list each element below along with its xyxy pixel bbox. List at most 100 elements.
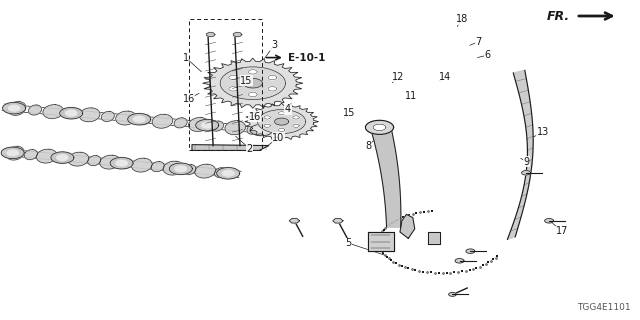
Polygon shape — [508, 70, 533, 239]
Polygon shape — [371, 127, 401, 227]
Polygon shape — [268, 87, 276, 91]
Polygon shape — [220, 67, 285, 100]
Polygon shape — [60, 108, 83, 119]
Polygon shape — [65, 110, 77, 116]
Polygon shape — [57, 155, 68, 160]
Polygon shape — [163, 161, 184, 175]
Text: TGG4E1101: TGG4E1101 — [577, 303, 630, 312]
Bar — [189, 19, 262, 150]
Polygon shape — [152, 114, 173, 128]
Polygon shape — [101, 111, 115, 122]
Text: 17: 17 — [556, 226, 568, 236]
Polygon shape — [428, 232, 440, 244]
Text: 2: 2 — [246, 144, 253, 154]
Polygon shape — [250, 124, 273, 136]
Polygon shape — [7, 150, 19, 156]
Text: 15: 15 — [342, 108, 355, 118]
Polygon shape — [248, 70, 257, 74]
Text: 11: 11 — [405, 91, 418, 101]
Polygon shape — [51, 152, 74, 163]
Text: 8: 8 — [365, 140, 371, 151]
Polygon shape — [275, 118, 289, 125]
Polygon shape — [116, 111, 136, 125]
Text: 7: 7 — [476, 36, 482, 47]
Polygon shape — [6, 146, 24, 160]
Polygon shape — [43, 105, 63, 119]
Polygon shape — [29, 105, 42, 115]
Polygon shape — [134, 116, 145, 122]
Text: 16: 16 — [182, 93, 195, 104]
Polygon shape — [229, 76, 237, 80]
Text: 18: 18 — [456, 14, 468, 24]
Polygon shape — [225, 121, 246, 135]
Polygon shape — [138, 115, 151, 125]
Polygon shape — [65, 108, 78, 118]
Polygon shape — [24, 149, 38, 160]
Polygon shape — [455, 259, 464, 263]
Polygon shape — [365, 120, 394, 134]
Polygon shape — [214, 168, 228, 178]
Polygon shape — [116, 160, 127, 166]
Polygon shape — [545, 219, 554, 223]
Polygon shape — [373, 124, 386, 131]
Polygon shape — [79, 108, 100, 122]
Polygon shape — [217, 168, 240, 179]
Polygon shape — [211, 121, 223, 131]
Polygon shape — [258, 110, 306, 133]
Polygon shape — [264, 116, 270, 119]
Polygon shape — [132, 158, 152, 172]
Polygon shape — [289, 219, 300, 223]
Polygon shape — [243, 78, 262, 88]
Polygon shape — [36, 149, 57, 163]
Polygon shape — [183, 164, 196, 175]
Polygon shape — [202, 122, 213, 128]
Polygon shape — [1, 147, 24, 159]
Polygon shape — [400, 214, 415, 238]
Polygon shape — [120, 159, 132, 169]
Text: 16: 16 — [248, 112, 261, 122]
Text: 4: 4 — [285, 104, 291, 115]
Text: 14: 14 — [438, 72, 451, 83]
Polygon shape — [110, 157, 133, 169]
Polygon shape — [234, 32, 242, 37]
Text: 10: 10 — [272, 132, 285, 143]
Polygon shape — [449, 292, 456, 296]
Polygon shape — [175, 166, 187, 172]
Polygon shape — [174, 118, 187, 128]
Polygon shape — [128, 114, 151, 125]
Text: 9: 9 — [523, 156, 529, 167]
Text: E-10-1: E-10-1 — [288, 52, 325, 63]
Polygon shape — [8, 105, 20, 111]
Text: 15: 15 — [240, 76, 253, 86]
Polygon shape — [189, 117, 209, 132]
Polygon shape — [192, 145, 269, 150]
Polygon shape — [68, 152, 89, 166]
Polygon shape — [256, 127, 268, 133]
Polygon shape — [196, 119, 219, 131]
Polygon shape — [268, 76, 276, 80]
Polygon shape — [195, 164, 216, 178]
Polygon shape — [170, 163, 193, 174]
Polygon shape — [203, 58, 303, 108]
Polygon shape — [522, 171, 531, 175]
Text: FR.: FR. — [547, 10, 570, 23]
Text: 5: 5 — [346, 238, 352, 248]
Polygon shape — [264, 124, 270, 127]
Polygon shape — [245, 103, 319, 140]
Text: 1: 1 — [182, 52, 189, 63]
Polygon shape — [88, 156, 101, 166]
Polygon shape — [293, 116, 300, 119]
Polygon shape — [368, 232, 394, 251]
Text: 13: 13 — [536, 127, 549, 137]
Text: 3: 3 — [271, 40, 277, 51]
Polygon shape — [248, 92, 257, 97]
Polygon shape — [229, 87, 237, 91]
Polygon shape — [293, 124, 300, 127]
Polygon shape — [151, 162, 164, 172]
Polygon shape — [278, 112, 285, 115]
Polygon shape — [3, 102, 26, 114]
Polygon shape — [247, 124, 260, 134]
Polygon shape — [100, 155, 120, 169]
Polygon shape — [8, 101, 26, 116]
Polygon shape — [207, 32, 215, 37]
